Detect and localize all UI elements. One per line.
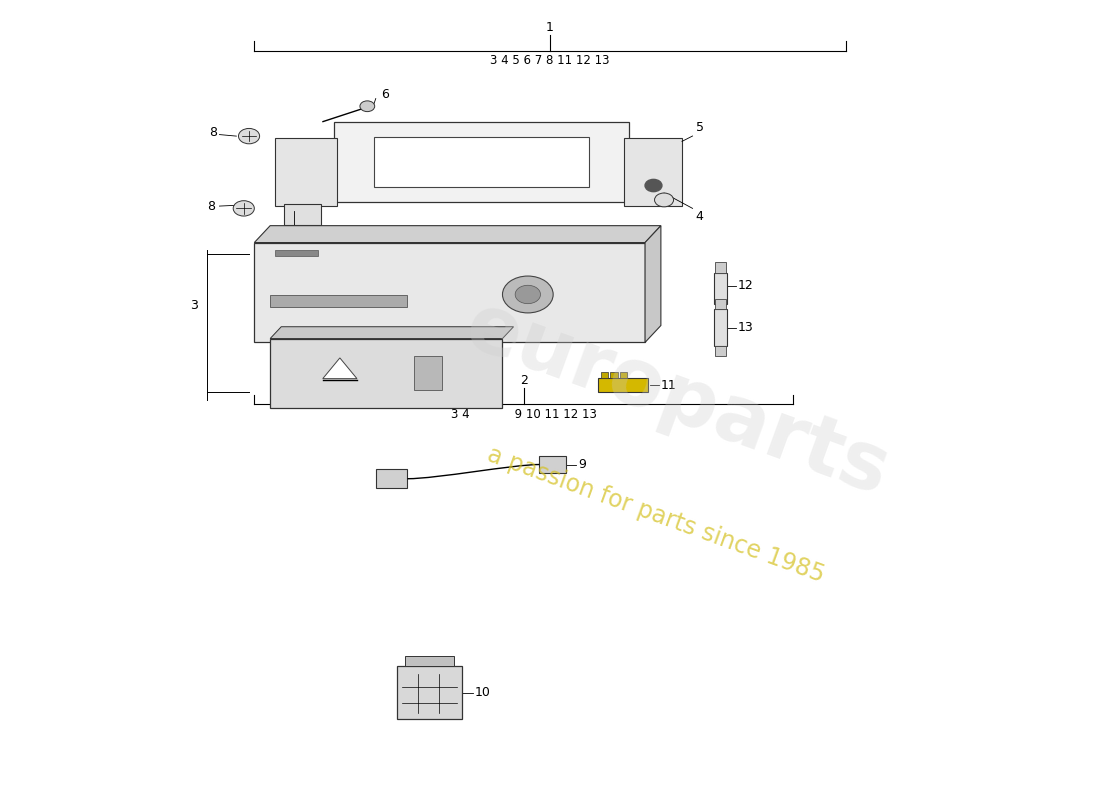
Text: 11: 11 — [661, 379, 676, 392]
Bar — [397, 666, 462, 718]
Text: 9: 9 — [579, 458, 586, 471]
Bar — [610, 372, 617, 378]
Text: 7: 7 — [290, 233, 298, 246]
Bar — [715, 262, 726, 274]
Bar — [271, 338, 503, 408]
Text: europarts: europarts — [454, 287, 900, 513]
Bar — [714, 274, 727, 304]
Circle shape — [654, 193, 673, 207]
Circle shape — [503, 276, 553, 313]
Text: 1: 1 — [546, 21, 554, 34]
Text: 2: 2 — [519, 374, 528, 387]
Circle shape — [645, 179, 662, 192]
Text: 8: 8 — [207, 199, 216, 213]
Text: 8: 8 — [209, 126, 218, 138]
Polygon shape — [254, 226, 661, 242]
Text: 3: 3 — [190, 299, 198, 313]
Bar — [714, 310, 727, 346]
Circle shape — [515, 286, 540, 304]
Bar — [275, 250, 318, 256]
Bar — [405, 656, 454, 666]
Bar — [374, 137, 590, 187]
Bar — [715, 299, 726, 310]
Bar — [539, 456, 565, 473]
Text: 5: 5 — [695, 121, 704, 134]
Text: 4: 4 — [695, 210, 704, 223]
Bar — [333, 122, 629, 202]
Text: 3 4 5 6 7 8 11 12 13: 3 4 5 6 7 8 11 12 13 — [491, 54, 609, 67]
Text: 12: 12 — [738, 279, 754, 292]
Bar — [415, 356, 442, 390]
Text: 13: 13 — [738, 322, 754, 334]
Bar — [715, 346, 726, 356]
Polygon shape — [645, 226, 661, 342]
Circle shape — [239, 129, 260, 144]
Bar — [601, 372, 608, 378]
Bar — [597, 378, 648, 392]
Text: 3 4            9 10 11 12 13: 3 4 9 10 11 12 13 — [451, 408, 596, 421]
Text: a passion for parts since 1985: a passion for parts since 1985 — [484, 443, 827, 587]
Bar — [619, 372, 627, 378]
Circle shape — [233, 201, 254, 216]
Bar — [284, 204, 321, 226]
Text: 10: 10 — [475, 686, 491, 699]
Bar — [275, 138, 337, 206]
Bar — [624, 138, 682, 206]
Polygon shape — [271, 326, 514, 338]
Bar — [376, 469, 407, 488]
Circle shape — [360, 101, 375, 112]
Bar — [271, 295, 407, 307]
Text: 6: 6 — [381, 88, 389, 102]
Bar — [254, 242, 645, 342]
Polygon shape — [322, 358, 358, 378]
